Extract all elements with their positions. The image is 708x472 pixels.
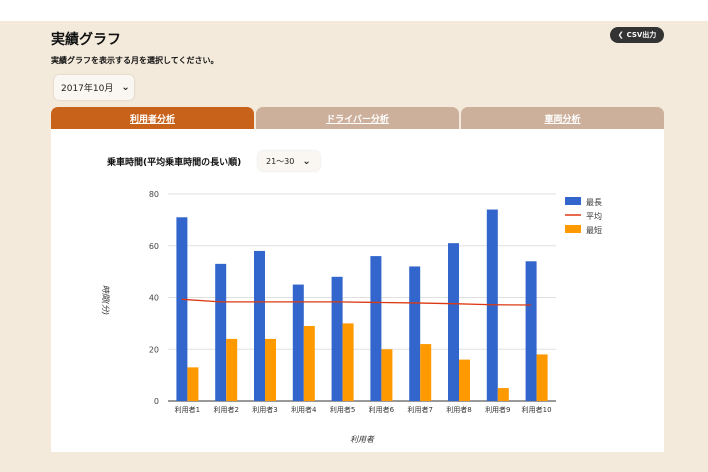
bar-max <box>292 284 304 401</box>
chevron-down-icon: ⌄ <box>121 82 130 93</box>
chart-panel <box>51 129 664 452</box>
bar-min <box>187 367 199 401</box>
chevron-down-icon: ⌄ <box>302 155 311 167</box>
month-select-value: 2017年10月 <box>61 84 114 94</box>
bar-min <box>226 338 238 401</box>
bar-min <box>536 354 548 401</box>
y-tick-label: 0 <box>154 397 159 406</box>
range-select-value: 21〜30 <box>266 156 295 166</box>
x-axis-label: 利用者 <box>350 435 375 444</box>
bar-max <box>525 261 537 401</box>
metric-label: 乗車時間(平均乗車時間の長い順) <box>107 158 242 168</box>
y-tick-label: 20 <box>149 345 159 354</box>
bar-max <box>176 217 188 401</box>
y-axis-label: 時間(分) <box>101 285 110 315</box>
legend-label: 平均 <box>586 211 602 221</box>
bar-max <box>448 243 459 401</box>
bar-min <box>381 349 393 401</box>
tab-user-analysis[interactable]: 利用者分析 <box>51 107 254 129</box>
x-tick-label: 利用者3 <box>252 405 277 414</box>
tab-bar: 利用者分析 ドライバー分析 車両分析 <box>51 107 664 129</box>
top-strip <box>0 0 708 21</box>
avg-line <box>181 298 532 306</box>
x-tick-label: 利用者5 <box>330 405 355 414</box>
month-select[interactable]: 2017年10月 ⌄ <box>54 75 134 100</box>
bar-min <box>497 388 509 401</box>
y-tick-label: 80 <box>149 190 159 199</box>
bar-min <box>420 344 432 401</box>
bar-min <box>459 359 470 401</box>
x-tick-label: 利用者2 <box>213 405 238 414</box>
page-title: 実績グラフ <box>51 32 121 48</box>
x-tick-label: 利用者1 <box>175 405 200 414</box>
x-tick-label: 利用者9 <box>485 405 510 414</box>
legend-swatch <box>565 225 581 233</box>
bar-max <box>215 263 227 401</box>
bar-max <box>331 276 343 401</box>
bar-min <box>303 325 315 401</box>
chevron-left-icon: ❮ <box>617 31 624 39</box>
range-select[interactable]: 21〜30 ⌄ <box>258 151 320 171</box>
x-tick-label: 利用者10 <box>522 405 552 414</box>
bar-min <box>265 338 276 401</box>
x-tick-label: 利用者7 <box>407 405 432 414</box>
tab-vehicle-analysis[interactable]: 車両分析 <box>461 107 664 129</box>
x-tick-label: 利用者6 <box>369 405 395 414</box>
legend-label: 最長 <box>586 198 602 207</box>
tab-driver-analysis[interactable]: ドライバー分析 <box>256 107 459 129</box>
bar-max <box>409 266 421 401</box>
legend-label: 最短 <box>586 225 602 235</box>
y-tick-label: 60 <box>149 242 159 251</box>
x-tick-label: 利用者4 <box>291 405 317 414</box>
x-tick-label: 利用者8 <box>446 405 471 414</box>
csv-export-label: CSV出力 <box>626 31 657 39</box>
bar-max <box>254 250 265 401</box>
csv-export-button[interactable]: ❮ CSV出力 <box>610 27 664 43</box>
legend-swatch <box>565 197 581 205</box>
instruction-text: 実績グラフを表示する月を選択してください。 <box>51 56 219 65</box>
y-tick-label: 40 <box>149 294 159 303</box>
bar-min <box>342 323 354 401</box>
bar-max <box>370 256 382 401</box>
